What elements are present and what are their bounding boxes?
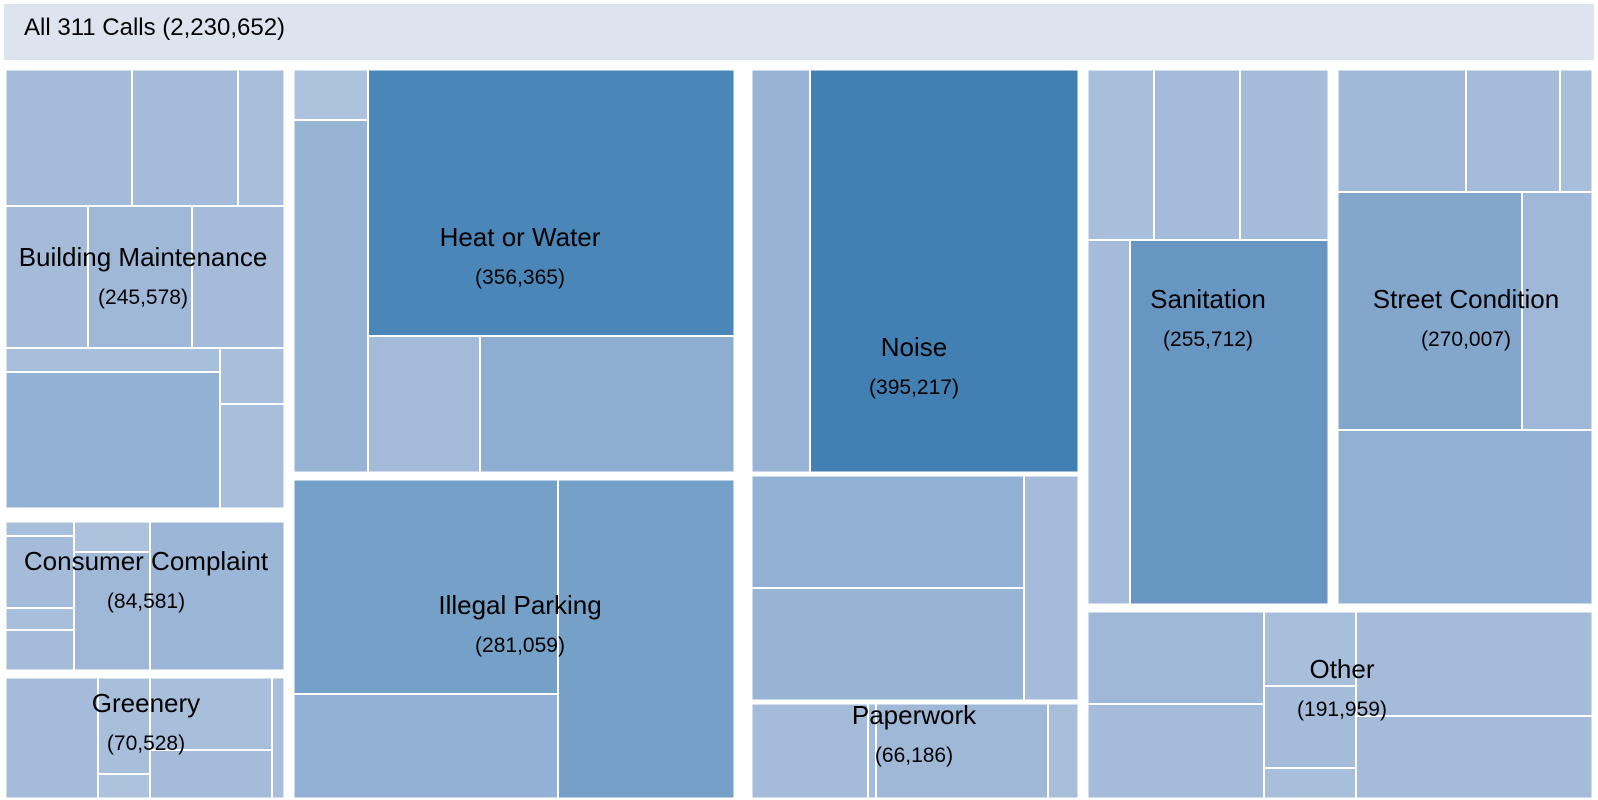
treemap-cell-other-3[interactable] — [1263, 609, 1357, 687]
treemap-cell-consumer-complaint-7[interactable] — [149, 519, 287, 673]
treemap-cell-noise-lower-3[interactable] — [1023, 473, 1081, 703]
treemap-cell-other-2[interactable] — [1085, 703, 1265, 800]
group-label-building-maintenance: Building Maintenance — [19, 242, 268, 272]
treemap-cell-noise-lower-2[interactable] — [749, 587, 1025, 703]
treemap-cell-building-maintenance-8[interactable] — [219, 347, 287, 405]
treemap-root-header[interactable]: All 311 Calls (2,230,652) — [4, 4, 1594, 60]
group-label-street-condition: Street Condition — [1373, 284, 1559, 314]
group-value-heat-or-water: (356,365) — [475, 266, 565, 289]
treemap-cell-illegal-parking-1[interactable] — [291, 477, 559, 695]
treemap-cell-building-maintenance-9[interactable] — [3, 371, 221, 511]
group-label-other: Other — [1309, 654, 1374, 684]
group-label-paperwork: Paperwork — [852, 700, 977, 730]
group-value-greenery: (70,528) — [107, 732, 185, 755]
treemap-cell-greenery-4[interactable] — [149, 675, 273, 751]
treemap-cell-street-condition-5[interactable] — [1521, 191, 1595, 431]
treemap-group-consumer-complaint — [1, 517, 289, 675]
treemap-cell-illegal-parking-2[interactable] — [557, 477, 737, 800]
treemap-cell-greenery-3[interactable] — [97, 773, 151, 800]
group-label-sanitation: Sanitation — [1150, 284, 1266, 314]
group-label-noise: Noise — [881, 332, 947, 362]
treemap-cell-other-6[interactable] — [1355, 609, 1595, 717]
treemap-cell-sanitation-4[interactable] — [1085, 239, 1131, 607]
treemap-cell-noise-lower-1[interactable] — [749, 473, 1025, 589]
treemap-cell-building-maintenance-3[interactable] — [237, 67, 287, 207]
treemap-cell-street-condition-3[interactable] — [1559, 67, 1595, 193]
treemap-cell-other-7[interactable] — [1355, 715, 1595, 800]
treemap-cell-paperwork-3[interactable] — [875, 701, 1049, 800]
group-value-sanitation: (255,712) — [1163, 328, 1253, 351]
treemap-cell-illegal-parking-3[interactable] — [291, 693, 559, 800]
treemap-cell-paperwork-1[interactable] — [749, 701, 869, 800]
treemap-cell-heat-or-water-4[interactable] — [367, 335, 481, 475]
treemap-cell-heat-or-water-5[interactable] — [479, 335, 737, 475]
treemap-cell-other-1[interactable] — [1085, 609, 1265, 705]
treemap-group-heat-or-water — [289, 65, 739, 477]
treemap-cell-sanitation-2[interactable] — [1153, 67, 1241, 241]
treemap-cell-building-maintenance-4[interactable] — [3, 205, 89, 349]
treemap-cell-street-condition-2[interactable] — [1465, 67, 1561, 193]
treemap-cell-consumer-complaint-4[interactable] — [3, 629, 75, 673]
group-value-illegal-parking: (281,059) — [475, 634, 565, 657]
treemap-cell-building-maintenance-10[interactable] — [219, 403, 287, 511]
group-label-illegal-parking: Illegal Parking — [438, 590, 601, 620]
treemap-cell-consumer-complaint-5[interactable] — [73, 519, 151, 553]
treemap-group-street-condition — [1333, 65, 1597, 609]
treemap-cell-noise-1[interactable] — [749, 67, 811, 475]
treemap-cell-consumer-complaint-3[interactable] — [3, 607, 75, 631]
group-value-noise: (395,217) — [869, 376, 959, 399]
treemap-group-sanitation — [1083, 65, 1333, 609]
treemap-cell-heat-or-water-2[interactable] — [291, 119, 369, 475]
treemap-group-other — [1083, 607, 1597, 800]
treemap-cell-building-maintenance-6[interactable] — [191, 205, 287, 349]
treemap-cell-other-5[interactable] — [1263, 767, 1357, 800]
group-label-greenery: Greenery — [92, 688, 200, 718]
group-value-consumer-complaint: (84,581) — [107, 590, 185, 613]
group-label-consumer-complaint: Consumer Complaint — [24, 546, 269, 576]
root-label: All 311 Calls (2,230,652) — [24, 14, 286, 41]
treemap-cell-building-maintenance-1[interactable] — [3, 67, 133, 207]
group-value-street-condition: (270,007) — [1421, 328, 1511, 351]
treemap-cell-greenery-1[interactable] — [3, 675, 99, 800]
treemap-cell-building-maintenance-5[interactable] — [87, 205, 193, 349]
treemap-cell-street-condition-1[interactable] — [1335, 67, 1467, 193]
group-value-paperwork: (66,186) — [875, 744, 953, 767]
group-value-building-maintenance: (245,578) — [98, 286, 188, 309]
group-value-other: (191,959) — [1297, 698, 1387, 721]
treemap-cell-building-maintenance-2[interactable] — [131, 67, 239, 207]
treemap-group-illegal-parking — [289, 475, 739, 800]
group-label-heat-or-water: Heat or Water — [440, 222, 601, 252]
treemap-cell-consumer-complaint-6[interactable] — [73, 551, 151, 673]
treemap-cell-sanitation-1[interactable] — [1085, 67, 1155, 241]
treemap-cell-street-condition-6[interactable] — [1335, 429, 1595, 607]
treemap-group-greenery — [1, 673, 289, 800]
treemap-cell-paperwork-4[interactable] — [1047, 701, 1081, 800]
treemap-cell-building-maintenance-7[interactable] — [3, 347, 221, 373]
treemap-group-noise-lower — [747, 471, 1083, 705]
treemap-cell-sanitation-5[interactable] — [1129, 239, 1331, 607]
treemap-group-building-maintenance — [1, 65, 289, 513]
treemap-cell-greenery-5[interactable] — [149, 749, 273, 800]
treemap-cell-sanitation-3[interactable] — [1239, 67, 1331, 241]
treemap-cell-heat-or-water-1[interactable] — [291, 67, 369, 121]
treemap-cell-noise-2[interactable] — [809, 67, 1081, 475]
treemap-cell-heat-or-water-3[interactable] — [367, 67, 737, 337]
